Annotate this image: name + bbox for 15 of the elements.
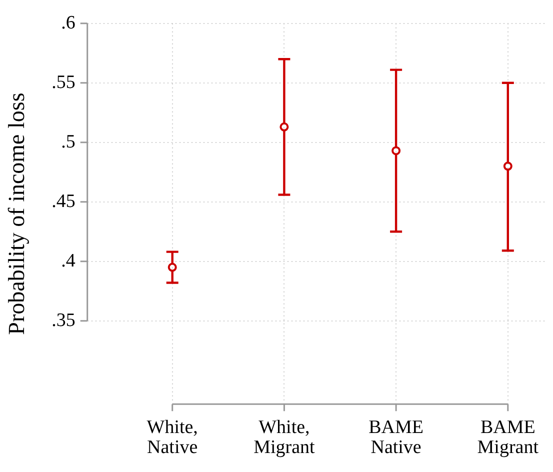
y-tick-label: .6 [61,12,76,34]
point [280,122,289,132]
y-tick-label: .35 [52,310,76,331]
point [392,146,401,156]
y-tick-label: .5 [61,131,76,152]
x-tick-label: BAME Native [368,417,424,458]
y-tick-label: .4 [61,250,76,272]
x-tick-label: BAME Migrant [477,417,540,458]
y-tick-label: .55 [52,72,76,93]
y-axis-title: Probability of income loss [4,92,29,335]
point [168,262,177,272]
x-tick-label: White, Native [146,417,198,458]
point [503,162,512,171]
x-tick-label: White, Migrant [254,417,316,458]
y-tick-label: .45 [52,190,76,212]
